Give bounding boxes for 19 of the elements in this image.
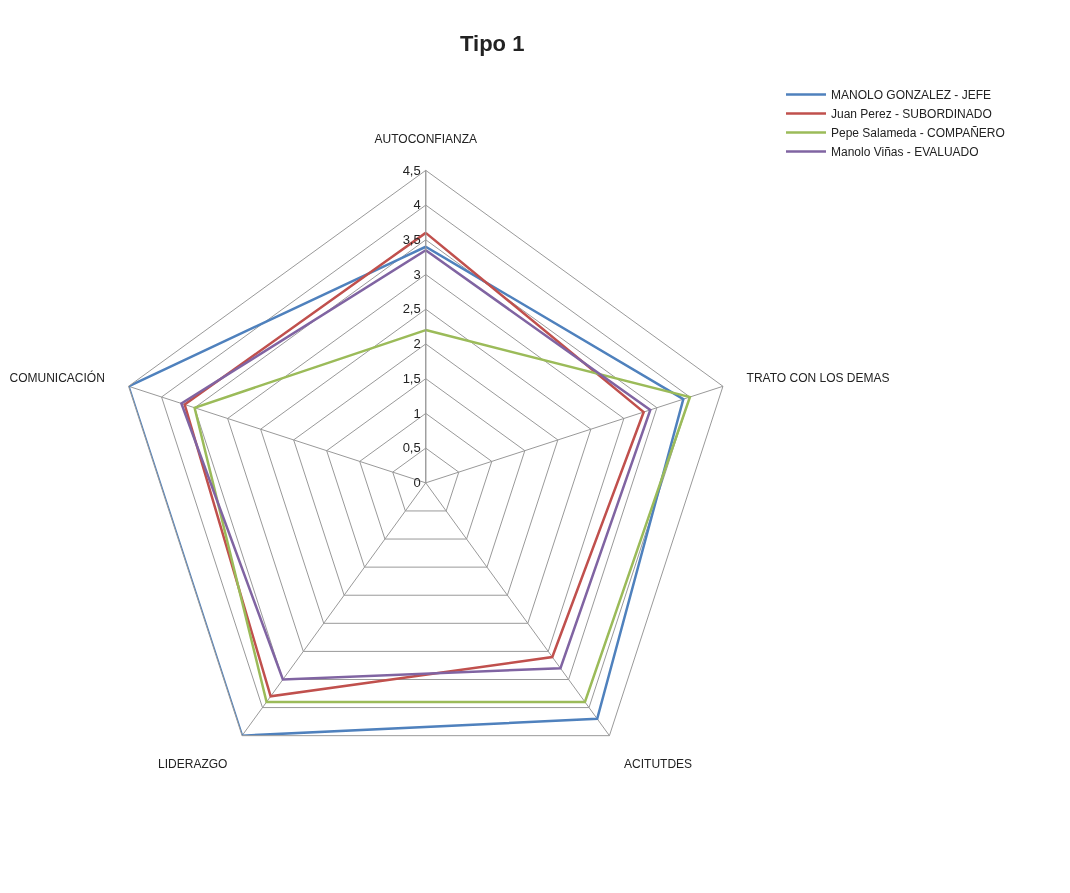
spoke-label: COMUNICACIÓN bbox=[9, 369, 105, 385]
legend-label: Manolo Viñas - EVALUADO bbox=[831, 145, 979, 160]
spoke-label: TRATO CON LOS DEMAS bbox=[746, 370, 890, 385]
legend-label: Pepe Salameda - COMPAÑERO bbox=[831, 126, 1005, 141]
spoke-label: AUTOCONFIANZA bbox=[374, 132, 477, 147]
y-tick-label: 1 bbox=[413, 405, 421, 421]
y-tick-label: 0 bbox=[413, 475, 421, 491]
chart-title: Tipo 1 bbox=[460, 31, 525, 57]
y-tick-label: 2,5 bbox=[402, 301, 421, 317]
legend-label: Juan Perez - SUBORDINADO bbox=[831, 107, 992, 122]
legend-label: MANOLO GONZALEZ - JEFE bbox=[831, 88, 992, 103]
y-tick-label: 2 bbox=[413, 336, 421, 352]
y-tick-label: 4 bbox=[413, 197, 421, 213]
y-tick-label: 1,5 bbox=[402, 370, 421, 386]
y-tick-label: 3 bbox=[413, 266, 421, 282]
spoke-label: ACITUTDES bbox=[624, 756, 693, 771]
y-tick-label: 4,5 bbox=[402, 162, 421, 178]
y-tick-label: 0,5 bbox=[402, 440, 421, 456]
spoke-label: LIDERAZGO bbox=[158, 756, 228, 771]
